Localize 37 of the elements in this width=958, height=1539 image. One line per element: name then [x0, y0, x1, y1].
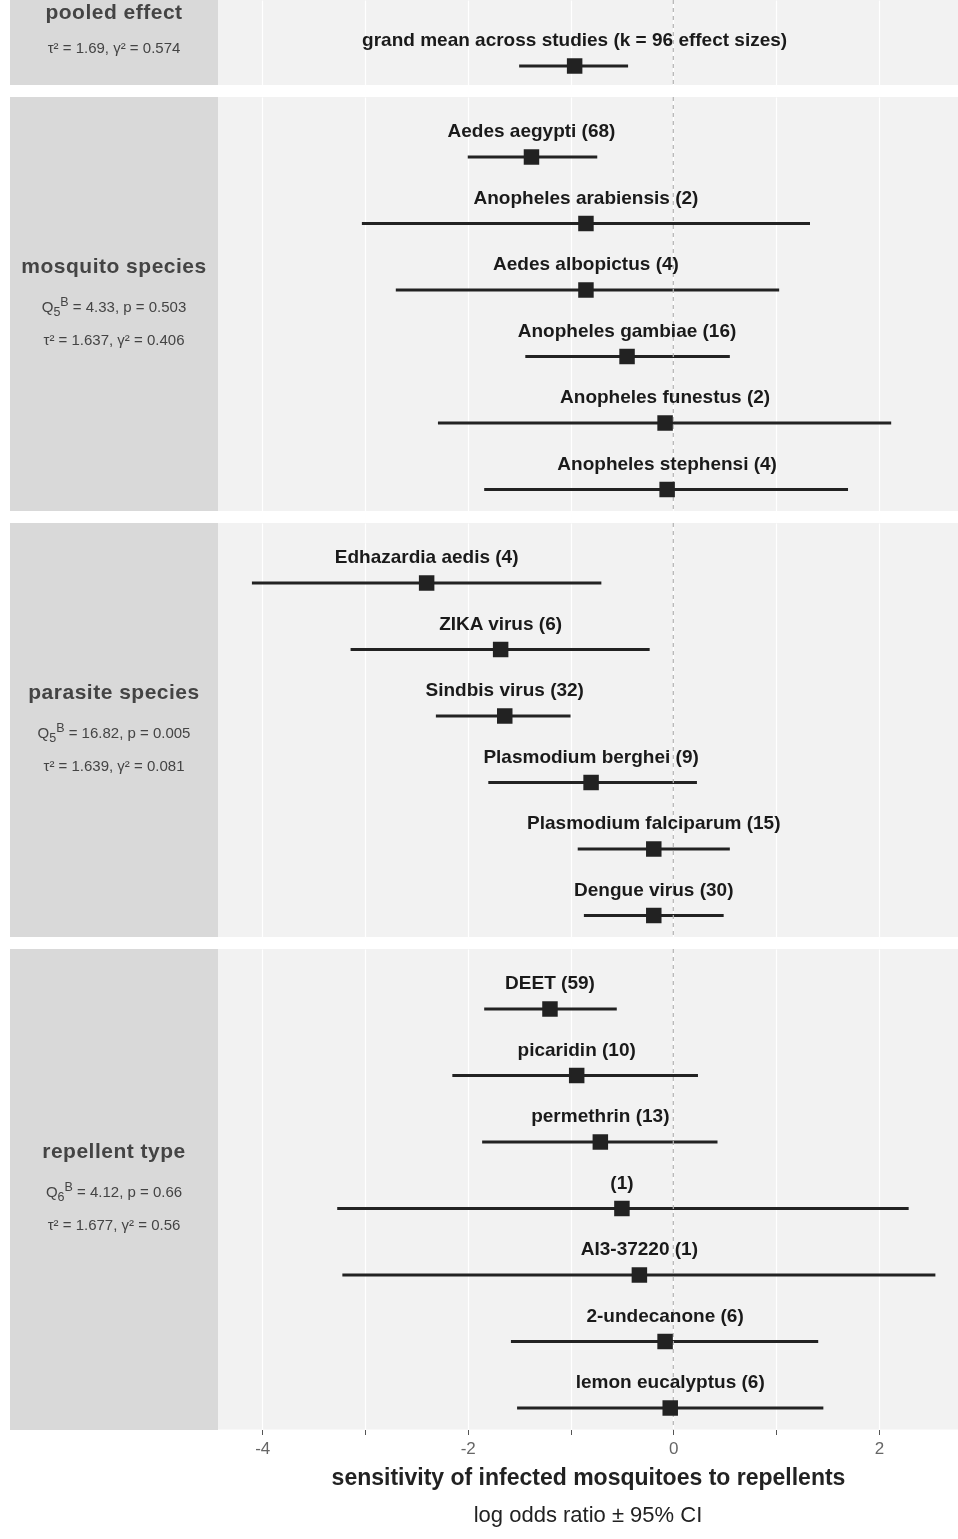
- y-tick-label: permethrin (13): [531, 1105, 670, 1126]
- text: τ² = 1.637, γ² = 0.406: [43, 330, 185, 350]
- x-tick-label: 0: [669, 1439, 679, 1458]
- x-tick-label: -2: [460, 1439, 476, 1458]
- category-label: Plasmodium berghei (9): [483, 745, 699, 767]
- category-label: Anopheles gambiae (16): [517, 319, 737, 341]
- text: τ² = 1.69, γ² = 0.574: [47, 38, 181, 58]
- category-label: Plasmodium falciparum (15): [527, 812, 781, 833]
- text: Q$_{6}$$^{B}$ = 4.12, p = 0.66: [45, 1179, 183, 1207]
- x-tick-label: 2: [874, 1439, 885, 1458]
- category-label: Aedes aegypti (68): [447, 120, 616, 141]
- category-label: Edhazardia aedis (4): [334, 546, 519, 567]
- y-tick-label: DEET (59): [505, 972, 595, 993]
- y-tick-label: picaridin (10): [517, 1038, 636, 1060]
- text: τ² = 1.639, γ² = 0.081: [43, 756, 185, 776]
- text: Q$_{5}$$^{B}$ = 4.33, p = 0.503: [41, 294, 187, 321]
- text: τ² = 1.677, γ² = 0.56: [47, 1215, 181, 1236]
- category-label: Sindbis virus (32): [425, 679, 584, 700]
- text: parasite species: [28, 680, 200, 704]
- category-label: ZIKA virus (6): [439, 612, 563, 634]
- chart-title: pooled effect: [45, 0, 183, 24]
- y-tick-label: (1): [610, 1171, 634, 1193]
- category-label: Dengue virus (30): [574, 878, 734, 900]
- category-label: Aedes albopictus (4): [493, 253, 679, 274]
- y-tick-label: lemon eucalyptus (6): [575, 1371, 765, 1392]
- text: Q$_{5}$$^{B}$ = 16.82, p = 0.005: [37, 720, 191, 747]
- category-label: grand mean across studies (k = 96 effect sizes): [362, 29, 788, 50]
- x-axis-title: sensitivity of infected mosquitoes to repellents: [331, 1464, 846, 1490]
- y-tick-label: 2-undecanone (6): [586, 1304, 744, 1326]
- text: repellent type: [42, 1139, 186, 1164]
- category-label: Anopheles stephensi (4): [557, 452, 777, 474]
- y-tick-label: AI3-37220 (1): [580, 1238, 699, 1259]
- category-label: Anopheles funestus (2): [560, 386, 771, 407]
- category-label: Anopheles arabiensis (2): [473, 186, 699, 208]
- text: log odds ratio ± 95% CI: [472, 1501, 704, 1528]
- x-tick-label: -4: [255, 1439, 271, 1458]
- text: mosquito species: [21, 254, 207, 278]
